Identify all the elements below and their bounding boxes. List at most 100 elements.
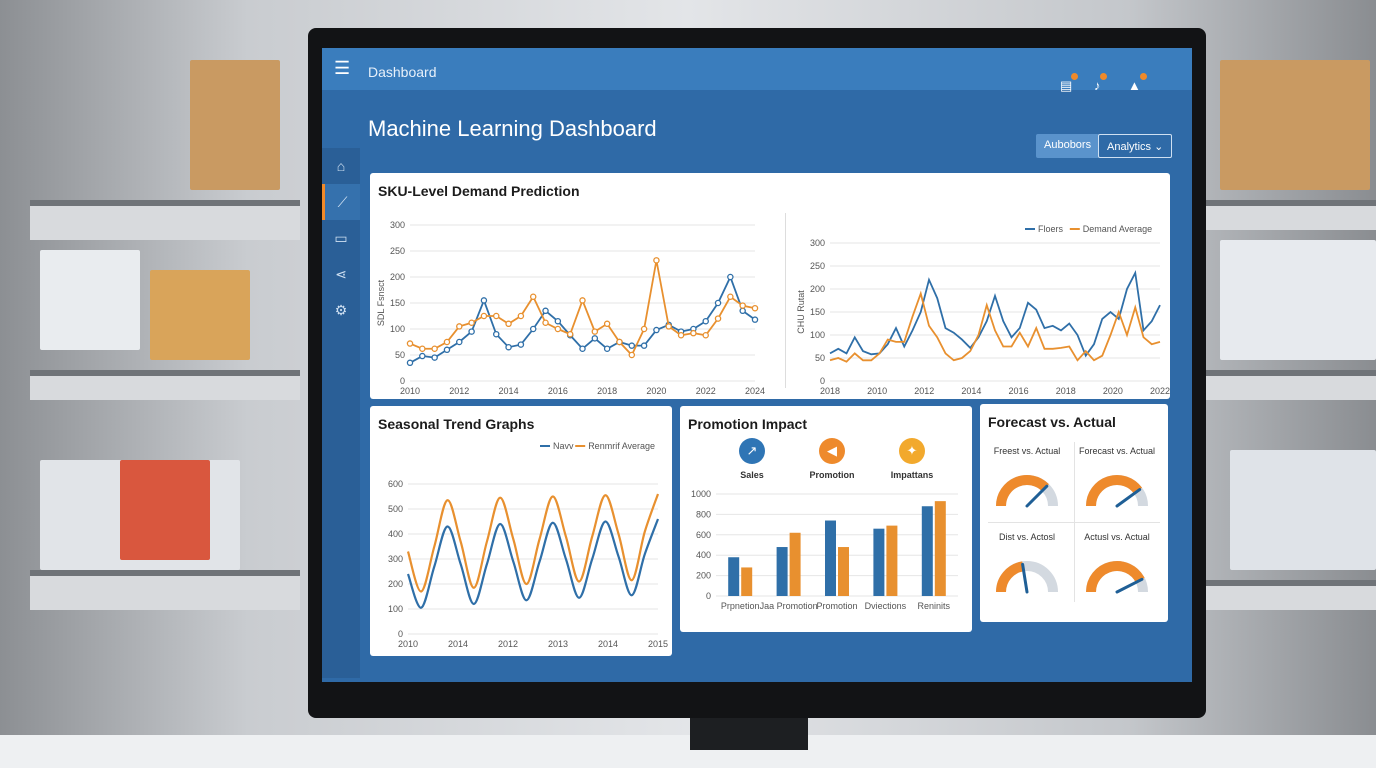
y-tick-label: 0	[398, 629, 403, 639]
data-point	[542, 307, 549, 315]
message-icon[interactable]: ▭	[334, 230, 348, 246]
card-title: Promotion Impact	[688, 416, 808, 432]
x-tick-label: Promotion	[816, 601, 857, 611]
x-tick-label: 2013	[548, 639, 568, 649]
gauge-fill	[996, 475, 1049, 507]
y-tick-label: 300	[810, 238, 825, 248]
data-point	[566, 330, 574, 338]
legend-label: Floers	[1038, 224, 1064, 234]
data-point	[665, 323, 672, 330]
x-tick-label: 2020	[1103, 386, 1123, 396]
legend-label: Navv	[553, 441, 574, 451]
kpi-impattans[interactable]: ✦ Impattans	[872, 438, 952, 480]
gauge-label: Actusl vs. Actual	[1084, 532, 1150, 542]
y-tick-label: 200	[696, 571, 711, 581]
data-point	[640, 325, 648, 333]
data-point	[727, 293, 734, 301]
series-line-1	[406, 493, 660, 593]
kpi-label: Sales	[740, 470, 764, 480]
data-point	[591, 335, 599, 342]
x-tick-label: Reninits	[918, 601, 951, 611]
x-tick-label: Dviections	[865, 601, 907, 611]
promotion-bar-chart: 0 200 400 600 800 1000 Prpnetion Jaa PromotionP…	[691, 489, 958, 611]
dashboard-screen: ☰ Dashboard ▤ ♪ ▲ Machine Learning Dashb…	[322, 48, 1192, 682]
data-point	[480, 312, 488, 320]
data-point	[493, 312, 500, 320]
x-tick-label: Jaa Promotion	[760, 601, 818, 611]
series-line-1	[829, 290, 1161, 363]
data-point	[751, 316, 759, 323]
gauge-needle	[1021, 562, 1029, 594]
x-tick-label: 2014	[598, 639, 618, 649]
demand-chart-left: 0 50 100 150 200 250 300 2010 2012 2014 2016 2018 20…	[376, 220, 765, 396]
forecast-actual-card: Forecast vs. Actual Freest vs. Actual For…	[980, 404, 1168, 622]
data-point	[739, 302, 746, 309]
data-point	[468, 328, 475, 335]
x-tick-label: 2020	[646, 386, 666, 396]
bell-icon[interactable]: ♪	[1094, 73, 1107, 93]
data-point	[517, 312, 525, 320]
x-tick-label: 2022	[696, 386, 716, 396]
sidebar: ⌂ ⟋ ▭ ⋖ ⚙	[322, 148, 360, 678]
gauge-fill	[1086, 475, 1143, 507]
kpi-label: Impattans	[890, 470, 934, 480]
x-tick-label: 2024	[745, 386, 765, 396]
share-icon[interactable]: ⋖	[335, 266, 347, 282]
y-tick-label: 200	[390, 272, 405, 282]
line-chart-icon[interactable]: ⟋	[322, 184, 360, 220]
data-point	[468, 319, 475, 327]
gauge-fill	[1086, 561, 1145, 593]
data-point	[529, 293, 537, 301]
seasonal-trend-card: Seasonal Trend Graphs 0 100 200 300 400 500 60…	[370, 406, 672, 656]
bar	[934, 501, 946, 596]
data-point	[727, 273, 734, 281]
y-tick-label: 600	[696, 530, 711, 540]
y-tick-label: 300	[388, 554, 403, 564]
data-point	[702, 331, 709, 339]
kpi-promotion[interactable]: ◀ Promotion	[792, 438, 872, 480]
gauge	[1086, 475, 1148, 508]
aubobors-button[interactable]: Aubobors	[1036, 134, 1100, 158]
gauge	[996, 561, 1058, 594]
y-tick-label: 800	[696, 509, 711, 519]
report-icon[interactable]: ▤	[1060, 73, 1079, 94]
page-title: Machine Learning Dashboard	[368, 116, 657, 141]
data-point	[579, 297, 586, 304]
hamburger-menu-icon[interactable]: ☰	[334, 58, 351, 78]
y-tick-label: 300	[390, 220, 405, 230]
data-point	[431, 345, 438, 353]
legend-label: Renmrif Average	[588, 441, 655, 451]
x-tick-label: 2012	[498, 639, 518, 649]
x-tick-label: 2018	[1056, 386, 1076, 396]
alert-icon[interactable]: ▲	[1128, 73, 1147, 93]
breadcrumb[interactable]: Dashboard	[368, 64, 437, 80]
x-tick-label: 2010	[400, 386, 420, 396]
kpi-sales[interactable]: ↗ Sales	[712, 438, 792, 480]
x-tick-label: 2018	[597, 386, 617, 396]
y-axis-label: CHU Rutat	[796, 290, 806, 334]
data-point	[443, 338, 451, 346]
x-tick-label: 2014	[448, 639, 468, 649]
data-point	[616, 338, 623, 346]
y-tick-label: 1000	[691, 489, 711, 499]
home-icon[interactable]: ⌂	[336, 158, 346, 174]
data-point	[628, 342, 636, 349]
gauge-fill	[996, 561, 1025, 593]
gear-icon[interactable]: ⚙	[334, 302, 348, 318]
data-point	[505, 343, 512, 351]
data-point	[505, 320, 512, 328]
data-point	[443, 346, 451, 354]
data-point	[456, 323, 463, 330]
data-point	[653, 326, 660, 334]
trend-up-icon: ↗	[739, 438, 765, 464]
data-point	[591, 328, 599, 335]
card-title: Forecast vs. Actual	[988, 414, 1116, 430]
y-tick-label: 600	[388, 479, 403, 489]
y-axis-label: SDL Fsnsct	[376, 279, 386, 326]
data-point	[493, 330, 500, 338]
y-tick-label: 100	[810, 330, 825, 340]
series-line-0	[829, 269, 1161, 358]
data-point	[517, 341, 525, 348]
analytics-dropdown[interactable]: Analytics ⌄	[1098, 134, 1173, 158]
data-point	[714, 315, 722, 322]
